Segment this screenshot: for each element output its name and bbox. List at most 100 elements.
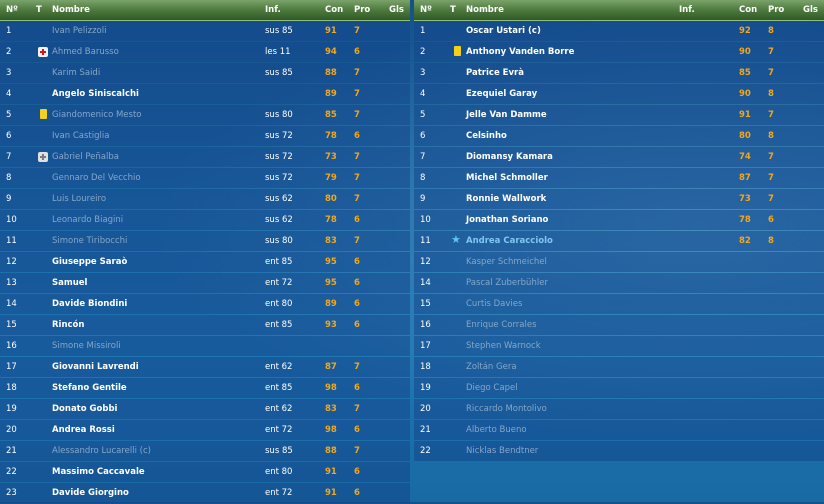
player-row[interactable]: 8 Michel Schmoller 87 7 <box>414 168 824 188</box>
player-row[interactable]: 15 Curtis Davies <box>414 294 824 314</box>
col-gls-header[interactable]: Gls <box>803 5 818 15</box>
player-row[interactable]: 11 Andrea Caracciolo 82 8 ★ <box>414 231 824 251</box>
col-t-header[interactable]: T <box>450 5 456 15</box>
player-condition: 88 <box>325 68 337 78</box>
player-name: Giuseppe Saraò <box>52 257 128 267</box>
col-name-header[interactable]: Nombre <box>466 5 504 15</box>
player-row[interactable]: 11 Simone Tiribocchi sus 80 83 7 <box>0 231 410 251</box>
player-row[interactable]: 18 Zoltán Gera <box>414 357 824 377</box>
col-inf-header[interactable]: Inf. <box>265 5 281 15</box>
player-row[interactable]: 2 Anthony Vanden Borre 90 7 <box>414 42 824 62</box>
player-number: 13 <box>6 278 17 288</box>
player-name: Kasper Schmeichel <box>466 257 547 267</box>
col-pro-header[interactable]: Pro <box>768 5 785 15</box>
player-row[interactable]: 8 Gennaro Del Vecchio sus 72 79 7 <box>0 168 410 188</box>
col-con-header[interactable]: Con <box>739 5 758 15</box>
player-name: Rincón <box>52 320 85 330</box>
player-condition: 83 <box>325 236 337 246</box>
player-row[interactable]: 2 Ahmed Barusso les 11 94 6 <box>0 42 410 62</box>
home-squad-list: 1 Ivan Pelizzoli sus 85 91 7 2 Ahmed Barusso le… <box>0 21 410 504</box>
player-row[interactable]: 4 Angelo Siniscalchi 89 7 <box>0 84 410 104</box>
player-condition: 73 <box>739 194 751 204</box>
player-condition: 79 <box>325 173 337 183</box>
player-number: 17 <box>420 341 431 351</box>
player-row[interactable]: 1 Oscar Ustari (c) 92 8 <box>414 21 824 41</box>
player-name: Luis Loureiro <box>52 194 107 204</box>
player-row[interactable]: 12 Kasper Schmeichel <box>414 252 824 272</box>
player-row[interactable]: 22 Massimo Caccavale ent 80 91 6 <box>0 462 410 482</box>
col-inf-header[interactable]: Inf. <box>679 5 695 15</box>
player-row[interactable]: 13 Samuel ent 72 95 6 <box>0 273 410 293</box>
player-number: 10 <box>6 215 17 225</box>
player-row[interactable]: 18 Stefano Gentile ent 85 98 6 <box>0 378 410 398</box>
player-number: 3 <box>6 68 12 78</box>
player-row[interactable]: 19 Diego Capel <box>414 378 824 398</box>
player-row[interactable]: 4 Ezequiel Garay 90 8 <box>414 84 824 104</box>
player-row[interactable]: 5 Jelle Van Damme 91 7 <box>414 105 824 125</box>
col-t-header[interactable]: T <box>36 5 42 15</box>
player-row[interactable]: 21 Alessandro Lucarelli (c) sus 85 88 7 <box>0 441 410 461</box>
player-row[interactable]: 20 Riccardo Montolivo <box>414 399 824 419</box>
player-row[interactable]: 9 Luis Loureiro sus 62 80 7 <box>0 189 410 209</box>
player-row[interactable]: 3 Patrice Evrà 85 7 <box>414 63 824 83</box>
player-row[interactable]: 12 Giuseppe Saraò ent 85 95 6 <box>0 252 410 272</box>
player-form: 6 <box>354 299 360 309</box>
col-name-header[interactable]: Nombre <box>52 5 90 15</box>
player-row[interactable]: 17 Stephen Warnock <box>414 336 824 356</box>
player-condition: 89 <box>325 299 337 309</box>
player-row[interactable]: 21 Alberto Bueno <box>414 420 824 440</box>
col-num-header[interactable]: Nº <box>420 5 432 15</box>
player-row[interactable]: 20 Andrea Rossi ent 72 98 6 <box>0 420 410 440</box>
player-condition: 95 <box>325 278 337 288</box>
player-row[interactable]: 22 Nicklas Bendtner <box>414 441 824 461</box>
player-number: 1 <box>420 26 426 36</box>
player-name: Michel Schmoller <box>466 173 548 183</box>
player-row[interactable]: 6 Celsinho 80 8 <box>414 126 824 146</box>
col-gls-header[interactable]: Gls <box>389 5 404 15</box>
player-number: 16 <box>420 320 431 330</box>
player-row[interactable]: 16 Simone Missiroli <box>0 336 410 356</box>
player-row[interactable]: 6 Ivan Castiglia sus 72 78 6 <box>0 126 410 146</box>
player-number: 2 <box>6 47 12 57</box>
player-info: sus 72 <box>265 173 293 183</box>
player-row[interactable]: 10 Leonardo Biagini sus 62 78 6 <box>0 210 410 230</box>
player-condition: 91 <box>325 26 337 36</box>
player-row[interactable]: 19 Donato Gobbi ent 62 83 7 <box>0 399 410 419</box>
player-name: Karim Saidi <box>52 68 101 78</box>
player-form: 6 <box>354 467 360 477</box>
player-name: Simone Tiribocchi <box>52 236 128 246</box>
player-form: 6 <box>354 488 360 498</box>
player-info: ent 62 <box>265 404 293 414</box>
player-number: 4 <box>6 89 12 99</box>
player-row[interactable]: 7 Gabriel Peñalba sus 72 73 7 <box>0 147 410 167</box>
player-row[interactable]: 14 Pascal Zuberbühler <box>414 273 824 293</box>
player-name: Davide Biondini <box>52 299 128 309</box>
player-row[interactable]: 15 Rincón ent 85 93 6 <box>0 315 410 335</box>
col-con-header[interactable]: Con <box>325 5 344 15</box>
player-form: 7 <box>354 152 360 162</box>
player-condition: 91 <box>325 467 337 477</box>
player-form: 7 <box>768 152 774 162</box>
player-row[interactable]: 14 Davide Biondini ent 80 89 6 <box>0 294 410 314</box>
player-row[interactable]: 1 Ivan Pelizzoli sus 85 91 7 <box>0 21 410 41</box>
player-number: 3 <box>420 68 426 78</box>
player-row[interactable]: 10 Jonathan Soriano 78 6 <box>414 210 824 230</box>
player-form: 7 <box>354 173 360 183</box>
player-row[interactable]: 9 Ronnie Wallwork 73 7 <box>414 189 824 209</box>
player-number: 20 <box>420 404 431 414</box>
player-number: 14 <box>420 278 431 288</box>
player-row[interactable]: 7 Diomansy Kamara 74 7 <box>414 147 824 167</box>
player-info: ent 85 <box>265 257 293 267</box>
player-row[interactable]: 5 Giandomenico Mesto sus 80 85 7 <box>0 105 410 125</box>
player-info: ent 72 <box>265 488 293 498</box>
player-name: Giandomenico Mesto <box>52 110 142 120</box>
col-pro-header[interactable]: Pro <box>354 5 371 15</box>
player-row[interactable]: 23 Davide Giorgino ent 72 91 6 <box>0 483 410 503</box>
col-num-header[interactable]: Nº <box>6 5 18 15</box>
player-condition: 91 <box>739 110 751 120</box>
player-row[interactable]: 3 Karim Saidi sus 85 88 7 <box>0 63 410 83</box>
player-row[interactable]: 16 Enrique Corrales <box>414 315 824 335</box>
player-name: Jonathan Soriano <box>466 215 549 225</box>
player-row[interactable]: 17 Giovanni Lavrendi ent 62 87 7 <box>0 357 410 377</box>
player-form: 7 <box>354 26 360 36</box>
